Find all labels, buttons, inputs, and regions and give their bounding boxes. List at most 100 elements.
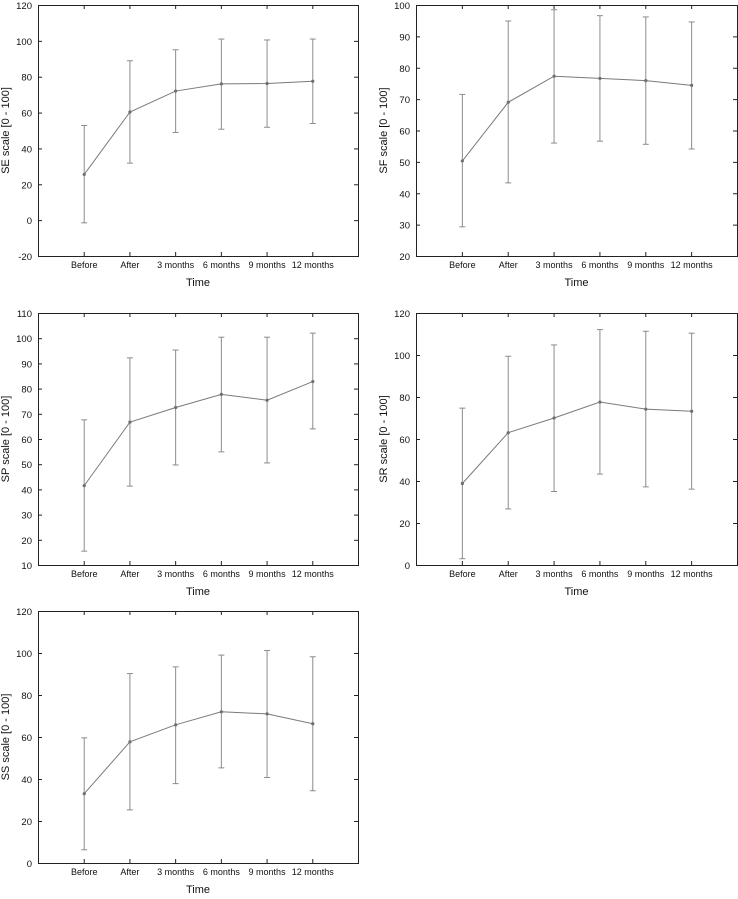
x-tick-label: 9 months	[627, 260, 665, 270]
y-tick-label: 40	[21, 775, 32, 786]
y-tick-label: 120	[16, 607, 32, 618]
y-tick-label: 50	[399, 158, 410, 169]
y-tick-label: 20	[399, 519, 410, 530]
x-tick-label: 3 months	[157, 260, 195, 270]
data-point-marker	[128, 740, 132, 744]
x-tick-label: 6 months	[203, 260, 241, 270]
data-point-marker	[311, 79, 315, 83]
data-point-marker	[265, 398, 269, 402]
x-tick-label: 6 months	[203, 867, 241, 877]
x-tick-label: Before	[71, 569, 98, 579]
plot-frame	[416, 313, 738, 566]
data-point-marker	[552, 416, 556, 420]
y-tick-label: 30	[21, 511, 32, 522]
y-tick-label: 0	[27, 859, 32, 870]
x-tick-label: 3 months	[157, 867, 195, 877]
y-tick-label: 90	[399, 32, 410, 43]
y-tick-label: 100	[394, 1, 410, 12]
x-tick-label: 3 months	[536, 569, 574, 579]
x-tick-label: 12 months	[292, 569, 335, 579]
y-tick-label: 20	[21, 180, 32, 191]
y-tick-label: 60	[399, 435, 410, 446]
y-tick-label: 20	[21, 536, 32, 547]
y-tick-label: 120	[394, 309, 410, 320]
x-tick-label: After	[120, 260, 139, 270]
y-tick-label: 90	[21, 359, 32, 370]
x-tick-label: Before	[71, 867, 98, 877]
data-point-marker	[690, 409, 694, 413]
y-tick-label: 80	[21, 385, 32, 396]
data-point-marker	[128, 110, 132, 114]
x-tick-label: 6 months	[203, 569, 241, 579]
data-point-marker	[598, 76, 602, 81]
y-axis-label: SP scale [0 - 100]	[0, 396, 12, 483]
y-tick-label: 0	[405, 561, 410, 572]
chart-se-panel: -20 0 20 40 60 80 100 120 Before After 3 months 6 m…	[0, 0, 369, 305]
x-axis-label: Time	[564, 277, 588, 289]
y-tick-label: 20	[21, 817, 32, 828]
data-point-marker	[82, 484, 86, 488]
y-tick-label: 30	[399, 221, 410, 232]
x-tick-label: 12 months	[292, 867, 335, 877]
y-tick-label: -20	[18, 252, 32, 263]
x-axis-label: Time	[564, 586, 588, 598]
chart-sp: 10 20 30 40 50 60 70 80 90 100 110 Before After 3 mon…	[0, 309, 359, 598]
x-tick-label: After	[120, 867, 139, 877]
y-tick-label: 10	[21, 561, 32, 572]
plot-frame	[416, 5, 738, 257]
x-tick-label: 6 months	[581, 260, 619, 270]
y-tick-label: 60	[21, 435, 32, 446]
y-tick-label: 70	[399, 95, 410, 106]
chart-sf: 20 30 40 50 60 70 80 90 100 Before After 3 months 6 …	[378, 1, 738, 289]
x-tick-label: Before	[449, 260, 476, 270]
data-point-marker	[311, 722, 315, 726]
data-point-marker	[311, 379, 315, 384]
y-tick-label: 120	[16, 1, 32, 12]
y-tick-label: 50	[21, 460, 32, 471]
chart-ss: 0 20 40 60 80 100 120 Before After 3 months 6 mont…	[0, 607, 359, 896]
x-tick-label: 3 months	[157, 569, 195, 579]
data-point-marker	[460, 481, 464, 486]
data-point-marker	[265, 81, 269, 86]
x-tick-label: Before	[71, 260, 98, 270]
x-tick-label: 3 months	[536, 260, 574, 270]
mean-line	[83, 381, 313, 486]
y-tick-label: 40	[21, 144, 32, 155]
y-tick-label: 100	[16, 37, 32, 48]
data-point-marker	[174, 405, 178, 410]
data-point-marker	[128, 420, 132, 424]
data-point-marker	[174, 89, 178, 93]
data-point-marker	[506, 431, 510, 435]
x-tick-label: After	[499, 569, 518, 579]
data-point-marker	[644, 79, 648, 83]
mean-line	[461, 75, 692, 162]
y-tick-label: 100	[394, 351, 410, 362]
chart-sr: 0 20 40 60 80 100 120 Before After 3 months 6 mont…	[378, 309, 738, 598]
data-point-marker	[506, 100, 510, 104]
x-tick-label: After	[120, 569, 139, 579]
x-tick-label: 9 months	[627, 569, 665, 579]
data-point-marker	[219, 392, 223, 396]
y-tick-label: 100	[16, 334, 32, 345]
x-tick-label: 12 months	[671, 569, 714, 579]
y-tick-label: 80	[21, 691, 32, 702]
x-tick-label: Before	[449, 569, 476, 579]
chart-ss-panel: 0 20 40 60 80 100 120 Before After 3 months 6 mont…	[0, 600, 369, 899]
data-point-marker	[174, 723, 178, 727]
data-point-marker	[219, 710, 223, 714]
x-tick-label: 12 months	[292, 260, 335, 270]
x-tick-label: 9 months	[249, 260, 287, 270]
x-axis-label: Time	[186, 277, 210, 289]
plot-frame	[38, 5, 359, 257]
data-point-marker	[644, 407, 648, 411]
x-axis-label: Time	[186, 586, 210, 598]
chart-sr-panel: 0 20 40 60 80 100 120 Before After 3 months 6 mont…	[369, 300, 738, 605]
x-tick-label: After	[499, 260, 518, 270]
data-point-marker	[82, 792, 86, 796]
mean-line	[83, 711, 313, 795]
data-point-marker	[265, 712, 269, 716]
y-axis-label: SE scale [0 - 100]	[0, 87, 12, 174]
y-tick-label: 80	[21, 73, 32, 84]
y-tick-label: 60	[21, 733, 32, 744]
data-point-marker	[598, 400, 602, 404]
